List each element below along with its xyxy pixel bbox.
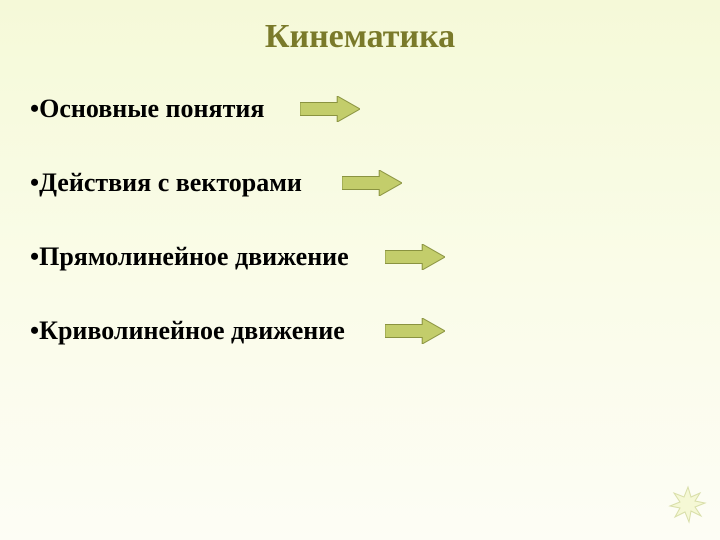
arrow-right-icon xyxy=(300,96,360,122)
topic-row: •Криволинейное движение xyxy=(30,316,720,346)
arrow-right-icon xyxy=(385,318,445,344)
topic-label: •Криволинейное движение xyxy=(30,316,345,346)
arrow-link[interactable] xyxy=(300,96,360,122)
arrow-right-icon xyxy=(342,170,402,196)
topic-label: •Действия с векторами xyxy=(30,168,302,198)
star-icon xyxy=(668,485,708,525)
arrow-right-icon xyxy=(385,244,445,270)
topic-list: •Основные понятия •Действия с векторами •П… xyxy=(30,94,720,346)
topic-label: •Основные понятия xyxy=(30,94,264,124)
topic-row: •Основные понятия xyxy=(30,94,720,124)
topic-row: •Действия с векторами xyxy=(30,168,720,198)
arrow-link[interactable] xyxy=(342,170,402,196)
arrow-link[interactable] xyxy=(385,244,445,270)
star-nav-button[interactable] xyxy=(668,485,708,530)
topic-row: •Прямолинейное движение xyxy=(30,242,720,272)
page-title: Кинематика xyxy=(0,0,720,56)
arrow-link[interactable] xyxy=(385,318,445,344)
topic-label: •Прямолинейное движение xyxy=(30,242,349,272)
